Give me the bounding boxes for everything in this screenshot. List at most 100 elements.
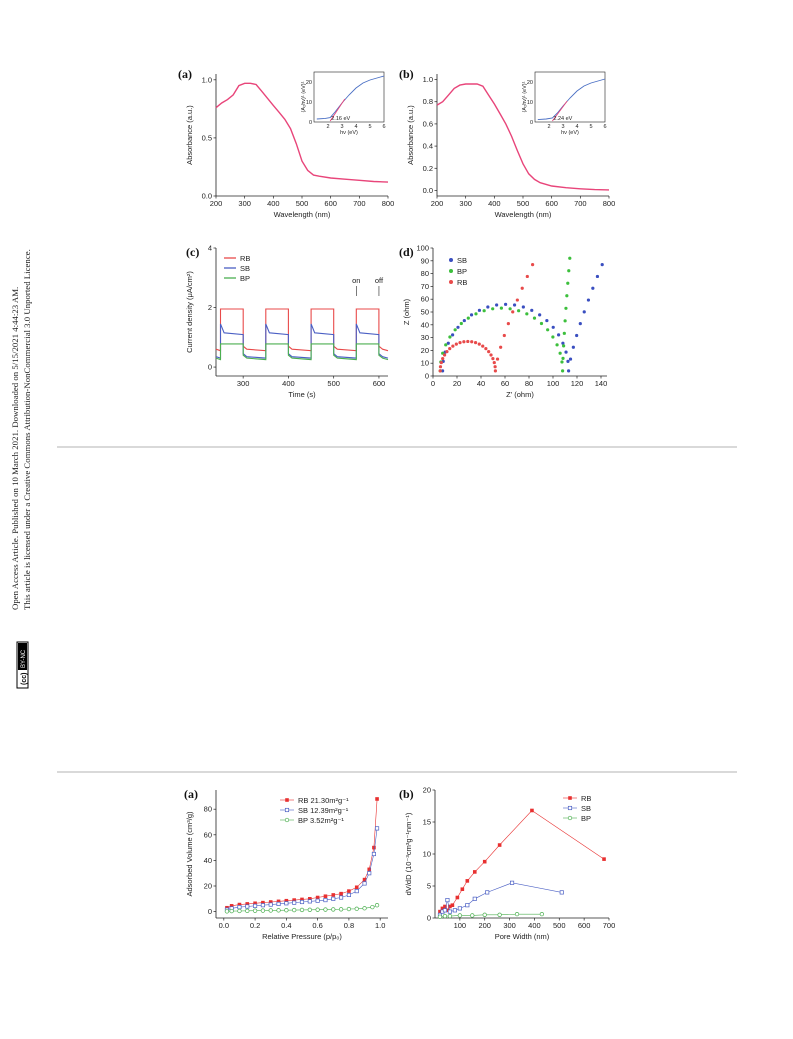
isotherm-point <box>268 908 273 913</box>
legend-label: SB <box>581 804 591 813</box>
isotherm-point <box>370 904 375 910</box>
isotherm-point <box>284 908 289 913</box>
isotherm-line <box>226 828 378 910</box>
inset-annotation: 2.24 eV <box>553 116 572 122</box>
isotherm-point <box>354 889 359 894</box>
photocurrent-series-SB <box>215 323 389 359</box>
x-tick-label: 500 <box>327 379 340 388</box>
eis-point-SB <box>568 357 573 361</box>
isotherm-point <box>315 898 320 903</box>
figure2-panel-a: (a) 0.0 0.2 0.4 0.6 0.8 1.0 0 20 40 60 80 Relative … <box>184 787 388 941</box>
y-tick-label: 100 <box>416 244 429 253</box>
eis-point-SB <box>600 263 604 267</box>
pore-distribution-point <box>448 904 452 909</box>
isotherm-point <box>229 908 234 914</box>
eis-point-SB <box>564 350 568 354</box>
pore-distribution-point <box>438 909 442 914</box>
isotherm-point <box>338 907 344 912</box>
pore-distribution-point <box>514 912 520 917</box>
pore-distribution-point <box>442 913 448 919</box>
isotherm-point <box>362 881 367 886</box>
eis-point-SB <box>578 322 582 326</box>
isotherm-point <box>284 901 289 906</box>
eis-point-BP <box>525 312 529 316</box>
isotherm-point <box>224 909 230 914</box>
pore-distribution-line <box>439 810 605 912</box>
legend-swatch-SB <box>449 258 453 262</box>
eis-point-SB <box>545 318 549 323</box>
inset-x-tick-label: 3 <box>340 124 343 130</box>
isotherm-point <box>299 899 305 905</box>
eis-point-RB <box>487 350 491 354</box>
legend-label-SB: SB <box>457 256 467 265</box>
figure1-panel-a: (a) 200 300 400 500 600 700 8000.00.51.0Wavele… <box>178 67 394 219</box>
x-tick-label: 300 <box>459 199 472 208</box>
inset-y-label: (A₂hν)¹ (eV)¹ <box>522 81 528 112</box>
x-tick-label: 400 <box>267 199 280 208</box>
y-tick-label: 0.8 <box>423 97 433 106</box>
license-sidebar: Open Access Article. Published on 10 Mar… <box>0 0 60 700</box>
inset-x-tick-label: 4 <box>575 124 578 130</box>
x-axis-label: Relative Pressure (p/p₀) <box>262 932 342 941</box>
eis-point-RB <box>462 340 466 344</box>
inset-x-tick-label: 5 <box>589 124 592 130</box>
y-axis-label: dV/dD (10⁻³cm³g⁻¹nm⁻¹) <box>404 812 413 895</box>
panel-label: (a) <box>178 67 192 81</box>
absorbance-curve <box>436 83 610 191</box>
x-tick-label: 0.8 <box>344 921 354 930</box>
eis-point-SB <box>456 325 460 329</box>
eis-point-RB <box>441 357 445 361</box>
eis-point-RB <box>511 310 515 314</box>
eis-point-BP <box>562 344 566 348</box>
pore-distribution-point <box>460 887 465 891</box>
cc-badge[interactable]: (cc) BY-NC <box>16 641 29 689</box>
pore-distribution-point <box>442 908 447 913</box>
inset-tangent-line <box>329 98 346 122</box>
x-tick-label: 500 <box>296 199 309 208</box>
legend-label-RB: RB <box>457 278 467 287</box>
isotherm-point <box>260 908 266 913</box>
y-axis-label: Absorbance (a.u.) <box>406 105 415 165</box>
inset-plot: 2 3 4 5 6 0 10 20 hν (eV) (A₂hν)¹ (eV)¹ 2.24 eV <box>522 71 607 136</box>
x-tick-label: 400 <box>282 379 295 388</box>
pore-distribution-point <box>445 908 450 913</box>
inset-frame <box>313 71 385 123</box>
figure1-panel-b: (b) 200 300 400 500 600 700 8000.00.20.40.60.8… <box>399 67 615 219</box>
eis-point-BP <box>466 316 470 320</box>
x-tick-label: 0 <box>431 379 435 388</box>
inset-y-label: (A₂hν)¹ (eV)¹ <box>301 81 307 112</box>
isotherm-point <box>300 897 304 902</box>
inset-frame <box>534 71 606 123</box>
eis-point-RB <box>481 344 485 348</box>
eis-point-BP <box>560 360 564 364</box>
absorbance-curve <box>215 82 389 183</box>
x-axis-label: Z' (ohm) <box>506 390 534 399</box>
by-nc-icon: BY-NC <box>21 649 27 668</box>
x-axis-label: Wavelength (nm) <box>495 210 552 219</box>
panel-label: (d) <box>399 245 414 259</box>
x-tick-label: 600 <box>545 199 558 208</box>
y-tick-label: 0.5 <box>202 133 212 142</box>
x-tick-label: 400 <box>488 199 501 208</box>
pore-distribution-point <box>447 909 452 914</box>
x-tick-label: 100 <box>547 379 560 388</box>
y-axis-label: Z (ohm) <box>402 298 411 325</box>
x-tick-label: 60 <box>501 379 509 388</box>
legend-swatch-RB <box>449 280 453 284</box>
eis-point-BP <box>444 343 448 347</box>
eis-point-SB <box>530 308 534 312</box>
inset-x-tick-label: 4 <box>354 124 357 130</box>
x-tick-label: 0.2 <box>250 921 260 930</box>
eis-point-SB <box>441 369 445 373</box>
isotherm-point <box>374 903 380 908</box>
x-tick-label: 700 <box>353 199 366 208</box>
eis-point-SB <box>582 310 586 314</box>
x-tick-label: 800 <box>603 199 616 208</box>
eis-point-RB <box>499 345 503 349</box>
eis-point-BP <box>474 312 478 316</box>
eis-point-RB <box>515 298 519 302</box>
y-tick-label: 0.4 <box>423 142 433 151</box>
eis-point-BP <box>459 321 463 326</box>
eis-point-SB <box>538 313 542 317</box>
annotation-on: on <box>352 276 360 285</box>
